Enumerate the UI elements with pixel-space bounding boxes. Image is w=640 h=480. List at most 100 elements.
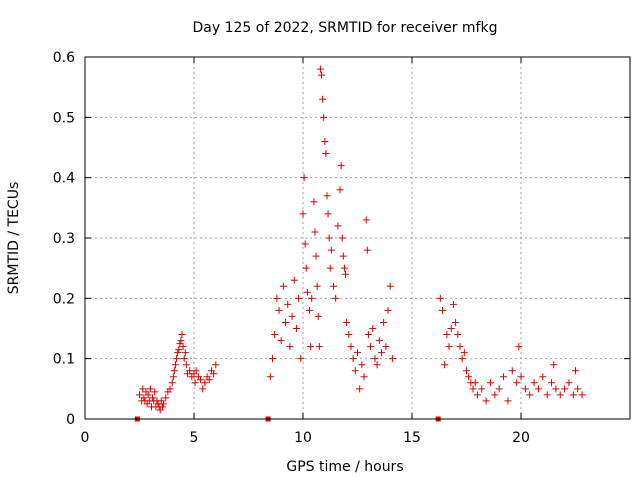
data-point <box>371 355 379 363</box>
x-tick-label: 10 <box>294 430 312 446</box>
data-point <box>266 373 274 381</box>
data-point <box>303 288 311 296</box>
y-tick-label: 0.3 <box>53 231 75 247</box>
data-point <box>458 355 466 363</box>
data-point <box>354 349 361 357</box>
data-point <box>186 367 194 375</box>
data-point <box>324 210 332 218</box>
data-point <box>282 318 290 326</box>
data-point <box>177 337 185 345</box>
data-point <box>171 361 179 369</box>
data-point <box>360 373 368 381</box>
y-tick-label: 0.5 <box>53 110 75 126</box>
data-point <box>367 343 375 351</box>
data-point <box>182 361 190 369</box>
data-point <box>192 367 200 375</box>
data-point <box>363 246 371 254</box>
data-point <box>315 343 323 351</box>
data-point <box>454 331 462 339</box>
data-point <box>212 361 220 369</box>
data-point <box>175 346 183 354</box>
data-point <box>312 252 320 260</box>
data-point <box>347 343 355 351</box>
data-point <box>169 373 177 381</box>
data-point <box>338 234 346 242</box>
data-point <box>337 162 345 170</box>
data-point <box>452 318 460 326</box>
data-point <box>168 379 176 387</box>
data-point <box>449 300 457 308</box>
x-tick-label: 5 <box>190 430 199 446</box>
data-point <box>495 385 503 393</box>
data-point <box>486 379 494 387</box>
data-point <box>526 391 534 399</box>
data-point <box>508 367 516 375</box>
data-point <box>548 379 556 387</box>
data-point <box>275 306 283 314</box>
data-point <box>445 343 453 351</box>
data-point <box>325 234 333 242</box>
data-point <box>191 379 199 387</box>
data-point <box>306 306 314 314</box>
data-point <box>369 325 377 332</box>
data-point <box>388 355 396 363</box>
data-point <box>273 294 281 302</box>
data-point <box>513 379 521 387</box>
data-point <box>146 385 154 393</box>
data-point <box>180 355 188 363</box>
data-point <box>173 355 181 363</box>
data-point <box>140 394 148 402</box>
data-point <box>539 373 547 381</box>
data-point <box>362 216 370 224</box>
data-point <box>569 391 577 399</box>
data-point <box>321 137 329 145</box>
data-point <box>199 385 207 393</box>
data-point <box>313 282 321 290</box>
y-tick-label: 0.1 <box>53 352 75 368</box>
data-point <box>170 367 178 375</box>
data-point <box>136 391 143 399</box>
data-point <box>300 174 308 182</box>
data-point <box>284 300 292 308</box>
data-point <box>179 343 187 351</box>
data-point <box>332 294 340 302</box>
data-point <box>386 282 394 290</box>
data-point <box>178 331 186 339</box>
data-point <box>469 385 477 393</box>
data-point <box>307 343 315 351</box>
data-point <box>277 337 285 345</box>
data-point <box>515 343 523 351</box>
chart-title: Day 125 of 2022, SRMTID for receiver mfk… <box>193 20 498 36</box>
data-point <box>297 355 305 363</box>
data-point <box>377 349 385 357</box>
x-tick-label: 15 <box>403 430 421 446</box>
data-point <box>290 276 298 284</box>
tick-labels: 0 0.1 0.2 0.3 0.4 0.5 0.6 0 5 10 15 20 <box>53 50 530 446</box>
data-point <box>342 270 350 278</box>
data-point <box>441 361 449 369</box>
data-point <box>500 373 508 381</box>
x-tick-label: 0 <box>81 430 90 446</box>
data-point <box>314 312 322 320</box>
data-point <box>465 373 473 381</box>
data-point <box>286 343 294 351</box>
data-point <box>572 367 579 375</box>
data-point <box>447 325 455 332</box>
data-point <box>578 391 586 399</box>
data-point <box>384 306 392 314</box>
data-points <box>134 65 586 422</box>
data-point <box>288 312 296 320</box>
y-axis-label: SRMTID / TECUs <box>6 182 22 295</box>
data-point <box>552 385 560 393</box>
data-point <box>517 373 525 381</box>
y-tick-label: 0.2 <box>53 291 75 307</box>
data-point <box>318 71 326 79</box>
data-point <box>565 379 573 387</box>
data-point <box>443 331 451 339</box>
data-point <box>339 252 347 260</box>
data-point <box>556 391 564 399</box>
data-point <box>574 385 582 393</box>
data-point <box>319 95 327 103</box>
data-point <box>382 343 390 351</box>
